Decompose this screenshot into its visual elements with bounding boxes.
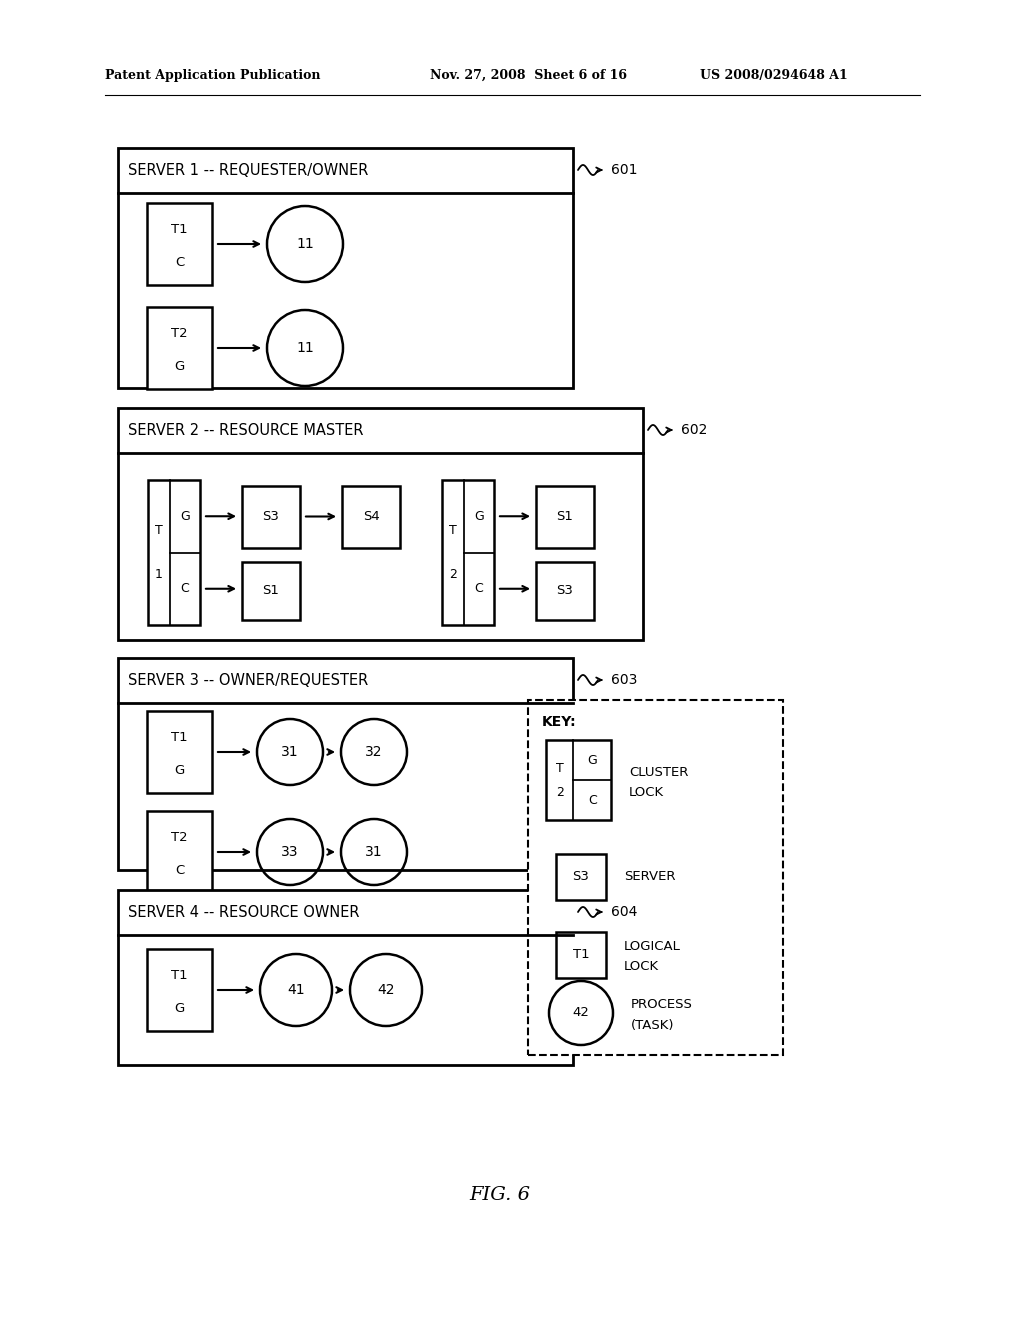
- Bar: [118, 890, 573, 1065]
- Text: G: G: [174, 763, 184, 776]
- Text: C: C: [180, 582, 189, 595]
- Bar: [546, 741, 611, 820]
- Text: 42: 42: [377, 983, 394, 997]
- Text: Patent Application Publication: Patent Application Publication: [105, 69, 321, 82]
- Text: S4: S4: [362, 510, 379, 523]
- Text: S3: S3: [572, 870, 590, 883]
- Text: G: G: [474, 510, 483, 523]
- Text: G: G: [174, 359, 184, 372]
- Text: 1: 1: [155, 568, 163, 581]
- Bar: [342, 486, 400, 548]
- Bar: [147, 308, 212, 389]
- Bar: [148, 480, 200, 624]
- Text: T1: T1: [572, 949, 590, 961]
- Text: LOGICAL: LOGICAL: [624, 940, 681, 953]
- Text: SERVER 2 -- RESOURCE MASTER: SERVER 2 -- RESOURCE MASTER: [128, 422, 364, 438]
- Text: 42: 42: [572, 1006, 590, 1019]
- Bar: [242, 486, 300, 548]
- Text: T2: T2: [171, 327, 187, 339]
- Text: SERVER 4 -- RESOURCE OWNER: SERVER 4 -- RESOURCE OWNER: [128, 906, 359, 920]
- Text: Nov. 27, 2008  Sheet 6 of 16: Nov. 27, 2008 Sheet 6 of 16: [430, 69, 627, 82]
- Text: LOCK: LOCK: [624, 961, 659, 974]
- Text: (TASK): (TASK): [631, 1019, 675, 1031]
- Text: 2: 2: [449, 568, 457, 581]
- Bar: [442, 480, 494, 624]
- Text: 41: 41: [287, 983, 305, 997]
- Text: 2: 2: [556, 785, 563, 799]
- Text: US 2008/0294648 A1: US 2008/0294648 A1: [700, 69, 848, 82]
- Text: S1: S1: [262, 585, 280, 598]
- Text: G: G: [588, 754, 597, 767]
- Text: FIG. 6: FIG. 6: [469, 1185, 530, 1204]
- Bar: [536, 486, 594, 548]
- Text: 602: 602: [681, 422, 708, 437]
- Text: T1: T1: [171, 223, 187, 236]
- Bar: [147, 203, 212, 285]
- Text: 11: 11: [296, 341, 314, 355]
- Text: 603: 603: [611, 673, 637, 686]
- Text: 31: 31: [366, 845, 383, 859]
- Text: T: T: [556, 762, 563, 775]
- Text: CLUSTER: CLUSTER: [629, 766, 688, 779]
- Text: S1: S1: [557, 510, 573, 523]
- Text: C: C: [175, 863, 184, 876]
- Bar: [556, 854, 606, 900]
- Text: 601: 601: [611, 162, 638, 177]
- Text: C: C: [175, 256, 184, 268]
- Bar: [528, 700, 783, 1055]
- Text: G: G: [174, 1002, 184, 1015]
- Bar: [147, 711, 212, 793]
- Bar: [118, 148, 573, 388]
- Text: 32: 32: [366, 744, 383, 759]
- Bar: [242, 562, 300, 620]
- Text: G: G: [180, 510, 189, 523]
- Text: SERVER 3 -- OWNER/REQUESTER: SERVER 3 -- OWNER/REQUESTER: [128, 673, 369, 688]
- Text: C: C: [588, 793, 597, 807]
- Text: T: T: [155, 524, 163, 537]
- Text: 11: 11: [296, 238, 314, 251]
- Text: 31: 31: [282, 744, 299, 759]
- Text: T1: T1: [171, 731, 187, 743]
- Bar: [147, 810, 212, 894]
- Text: T1: T1: [171, 969, 187, 982]
- Bar: [147, 949, 212, 1031]
- Bar: [118, 657, 573, 870]
- Text: C: C: [474, 582, 483, 595]
- Text: S3: S3: [557, 585, 573, 598]
- Bar: [536, 562, 594, 620]
- Text: LOCK: LOCK: [629, 785, 665, 799]
- Bar: [556, 932, 606, 978]
- Text: T: T: [450, 524, 457, 537]
- Text: SERVER 1 -- REQUESTER/OWNER: SERVER 1 -- REQUESTER/OWNER: [128, 162, 369, 178]
- Text: 604: 604: [611, 906, 637, 919]
- Text: S3: S3: [262, 510, 280, 523]
- Text: PROCESS: PROCESS: [631, 998, 693, 1011]
- Text: 33: 33: [282, 845, 299, 859]
- Text: T2: T2: [171, 830, 187, 843]
- Text: KEY:: KEY:: [542, 715, 577, 729]
- Bar: [118, 408, 643, 640]
- Text: SERVER: SERVER: [624, 870, 676, 883]
